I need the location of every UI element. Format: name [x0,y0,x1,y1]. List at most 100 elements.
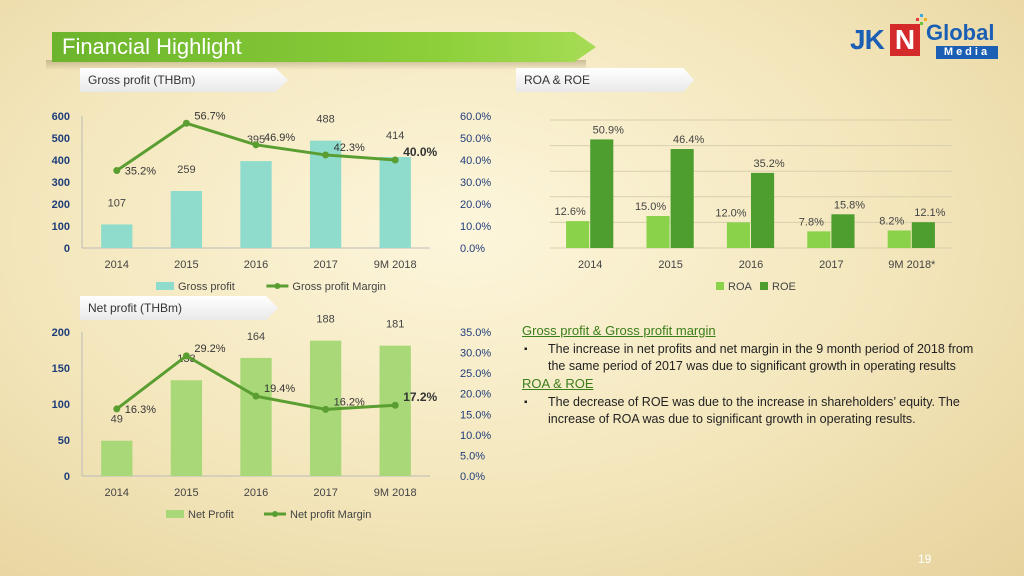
y-tick-label: 200 [52,199,70,211]
bar [831,214,855,248]
bar-value-label: 107 [108,197,126,209]
x-tick-label: 9M 2018 [374,259,417,271]
y2-tick-label: 30.0% [460,177,491,189]
y-tick-label: 50 [58,435,70,447]
y2-tick-label: 15.0% [460,409,491,421]
margin-point [252,392,260,400]
bar [590,139,614,248]
logo-jk: JK [850,24,885,55]
bar-value-label: 35.2% [753,158,784,170]
x-tick-label: 2014 [105,259,129,271]
bar-value-label: 164 [247,331,265,343]
y2-tick-label: 0.0% [460,471,485,483]
x-tick-label: 2014 [578,259,602,271]
x-tick-label: 2017 [313,487,337,499]
legend-line-marker [272,511,278,517]
legend-swatch [716,282,724,290]
margin-value-label: 35.2% [125,166,156,178]
y2-tick-label: 30.0% [460,348,491,360]
x-tick-label: 2015 [174,259,198,271]
margin-point [252,141,260,149]
bar-value-label: 8.2% [879,216,904,228]
roa-heading: ROA & ROE [522,376,594,391]
y-tick-label: 100 [52,399,70,411]
commentary: Gross profit & Gross profit margin The i… [522,322,982,428]
y2-tick-label: 60.0% [460,111,491,123]
x-tick-label: 2016 [244,259,268,271]
page-title: Financial Highlight [62,34,242,59]
title-banner [52,32,596,62]
x-tick-label: 9M 2018* [888,259,936,271]
bar-value-label: 7.8% [799,216,824,228]
bar-value-label: 259 [177,164,195,176]
bar [240,161,272,248]
legend-swatch [760,282,768,290]
bar-value-label: 188 [316,314,334,326]
y-tick-label: 0 [64,471,70,483]
bar-value-label: 12.1% [914,207,945,219]
y2-tick-label: 35.0% [460,327,491,339]
margin-value-label: 17.2% [403,390,437,404]
y2-tick-label: 20.0% [460,389,491,401]
legend-line-label: Net profit Margin [290,509,371,521]
bar [566,221,590,248]
y2-tick-label: 20.0% [460,199,491,211]
bar [646,216,670,248]
x-tick-label: 2014 [105,487,129,499]
margin-point [391,156,399,164]
margin-value-label: 19.4% [264,383,295,395]
net-chart-tag: Net profit (THBm) [80,296,278,320]
page-number: 19 [918,552,932,566]
margin-point [391,401,399,409]
bar [807,231,831,248]
y-tick-label: 100 [52,221,70,233]
roa-roe-chart: 12.6% 50.9% 2014 15.0% 46.4% 2015 12.0% 35.2% 20… [550,119,952,293]
logo-media: Media [936,46,998,59]
bar [101,224,133,248]
bar [101,440,133,476]
margin-point [182,352,190,360]
y-tick-label: 200 [52,327,70,339]
legend-bar-label: Gross profit [178,281,235,293]
legend-label: ROE [772,281,796,293]
bar [726,222,750,248]
x-tick-label: 2015 [174,487,198,499]
y2-tick-label: 10.0% [460,430,491,442]
bar [379,156,411,248]
bar-value-label: 181 [386,319,404,331]
margin-value-label: 40.0% [403,145,437,159]
margin-value-label: 29.2% [194,343,225,355]
margin-point [182,119,190,127]
x-tick-label: 9M 2018 [374,487,417,499]
bar [670,149,694,248]
bar [911,222,935,248]
bar [751,172,775,248]
bar [170,191,203,248]
margin-value-label: 56.7% [194,110,225,122]
x-tick-label: 2015 [658,259,682,271]
legend-bar-swatch [156,282,174,290]
y-tick-label: 400 [52,155,70,167]
y2-tick-label: 5.0% [460,450,485,462]
bar [170,380,203,476]
margin-value-label: 16.3% [125,404,156,416]
net-profit-chart: 0 50 100 150 200 0.0% 5.0% 10.0% 15.0% 20.0% 25.0%… [52,314,492,521]
bar [309,140,342,248]
bar [379,345,411,476]
bar-value-label: 15.8% [834,199,865,211]
bar-value-label: 488 [316,114,334,126]
y2-tick-label: 50.0% [460,133,491,145]
gross-bullet: The increase in net profits and net marg… [522,341,982,375]
bar-value-label: 12.0% [715,207,746,219]
margin-point [322,151,330,159]
banner-shadow [46,60,586,70]
y-tick-label: 300 [52,177,70,189]
bar-value-label: 15.0% [635,201,666,213]
y2-tick-label: 40.0% [460,155,491,167]
legend-line-marker [274,283,281,289]
y-tick-label: 600 [52,111,70,123]
y2-tick-label: 25.0% [460,368,491,380]
x-tick-label: 2016 [739,259,763,271]
margin-value-label: 46.9% [264,132,295,144]
bar-value-label: 50.9% [593,124,624,136]
